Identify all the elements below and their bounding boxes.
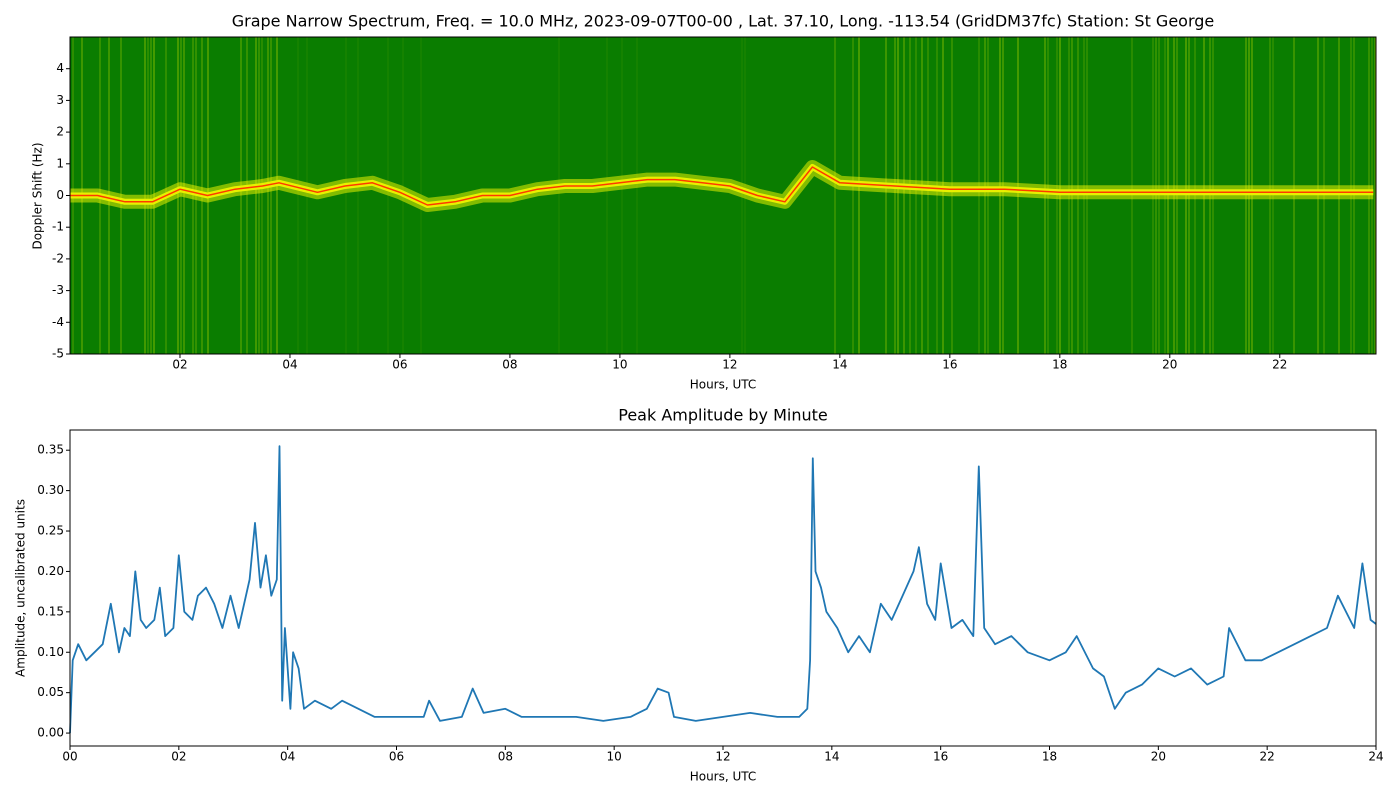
y-tick-label: -2 [52, 251, 64, 265]
x-tick-label: 08 [498, 750, 513, 764]
amplitude-line [69, 445, 1377, 734]
y-tick-label: -3 [52, 283, 64, 297]
y-tick-label: 1 [56, 156, 64, 170]
y-tick-label: 2 [56, 125, 64, 139]
x-tick-label: 14 [832, 358, 847, 372]
x-tick-label: 06 [389, 750, 404, 764]
chart-title: Grape Narrow Spectrum, Freq. = 10.0 MHz,… [232, 12, 1215, 31]
y-tick-label: 0.10 [37, 645, 64, 659]
x-tick-label: 12 [722, 358, 737, 372]
y-tick-label: -5 [52, 347, 64, 361]
x-tick-label: 06 [392, 358, 407, 372]
x-axis-label: Hours, UTC [690, 378, 757, 392]
x-tick-label: 12 [715, 750, 730, 764]
y-tick-label: 3 [56, 93, 64, 107]
y-tick-label: 0.30 [37, 483, 64, 497]
x-tick-label: 04 [280, 750, 295, 764]
y-tick-label: 4 [56, 61, 64, 75]
y-tick-label: -1 [52, 220, 64, 234]
x-tick-label: 10 [612, 358, 627, 372]
x-tick-label: 10 [607, 750, 622, 764]
x-tick-label: 16 [942, 358, 957, 372]
x-tick-label: 02 [171, 750, 186, 764]
y-tick-label: 0 [56, 188, 64, 202]
x-tick-label: 14 [824, 750, 839, 764]
x-tick-label: 24 [1368, 750, 1383, 764]
x-tick-label: 18 [1052, 358, 1067, 372]
y-tick-label: 0.25 [37, 524, 64, 538]
y-tick-label: 0.00 [37, 726, 64, 740]
y-tick-label: 0.35 [37, 443, 64, 457]
x-tick-label: 22 [1260, 750, 1275, 764]
y-tick-label: -4 [52, 315, 64, 329]
chart-title: Peak Amplitude by Minute [618, 406, 828, 425]
x-tick-label: 04 [282, 358, 297, 372]
x-tick-label: 08 [502, 358, 517, 372]
y-tick-label: 0.05 [37, 685, 64, 699]
x-tick-label: 20 [1151, 750, 1166, 764]
x-tick-label: 02 [172, 358, 187, 372]
y-axis-label: Amplitude, uncalibrated units [14, 499, 28, 677]
x-tick-label: 18 [1042, 750, 1057, 764]
x-axis-label: Hours, UTC [690, 770, 757, 784]
doppler-trace [70, 166, 1374, 206]
y-axis-label: Doppler Shift (Hz) [31, 142, 45, 249]
x-tick-label: 16 [933, 750, 948, 764]
x-tick-label: 20 [1162, 358, 1177, 372]
plot-frame [69, 429, 1377, 747]
y-tick-label: 0.15 [37, 604, 64, 618]
y-tick-label: 0.20 [37, 564, 64, 578]
x-tick-label: 00 [62, 750, 77, 764]
x-tick-label: 22 [1272, 358, 1287, 372]
